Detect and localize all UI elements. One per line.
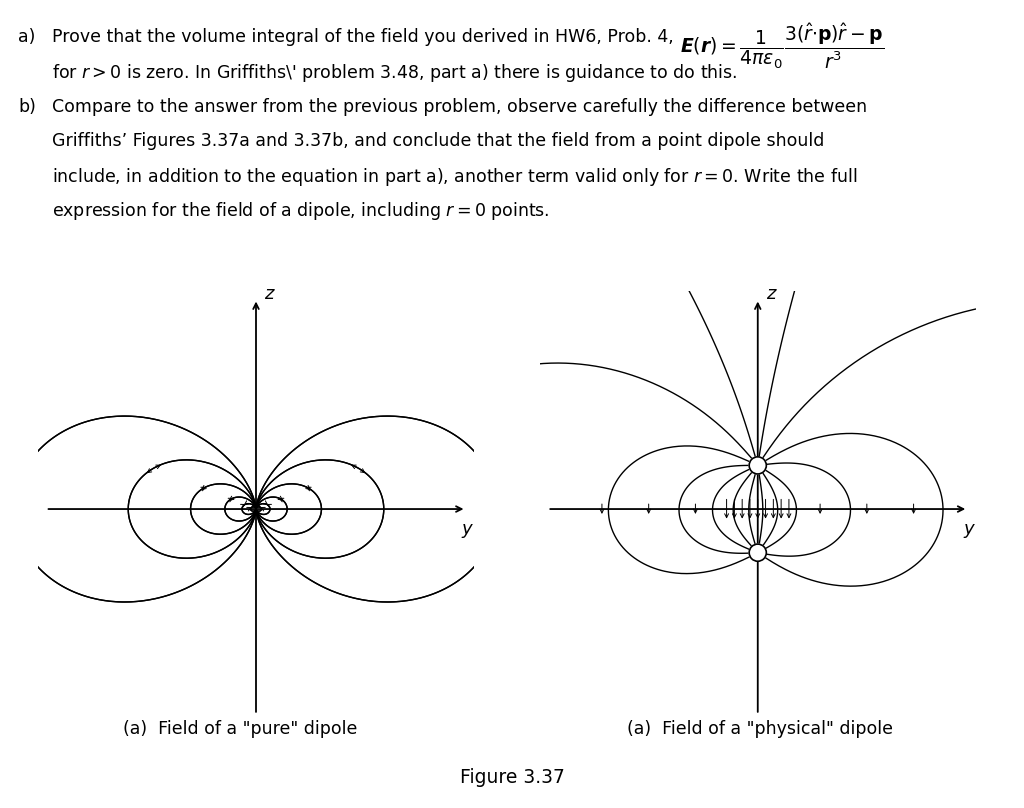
Text: (a)  Field of a "physical" dipole: (a) Field of a "physical" dipole bbox=[627, 720, 893, 738]
Circle shape bbox=[750, 544, 766, 562]
Text: z: z bbox=[766, 285, 775, 303]
Text: expression for the field of a dipole, including $r = 0$ points.: expression for the field of a dipole, in… bbox=[52, 200, 550, 222]
Text: b): b) bbox=[18, 98, 36, 116]
Text: Figure 3.37: Figure 3.37 bbox=[460, 768, 564, 787]
Text: z: z bbox=[264, 285, 273, 303]
Text: for $r > 0$ is zero. In Griffiths\' problem 3.48, part a) there is guidance to d: for $r > 0$ is zero. In Griffiths\' prob… bbox=[52, 62, 737, 84]
Text: a): a) bbox=[18, 28, 36, 46]
Text: Griffiths’ Figures 3.37a and 3.37b, and conclude that the field from a point dip: Griffiths’ Figures 3.37a and 3.37b, and … bbox=[52, 132, 824, 150]
Text: y: y bbox=[462, 520, 472, 538]
Text: (a)  Field of a "pure" dipole: (a) Field of a "pure" dipole bbox=[123, 720, 357, 738]
Text: include, in addition to the equation in part a), another term valid only for $r : include, in addition to the equation in … bbox=[52, 166, 857, 188]
Text: Prove that the volume integral of the field you derived in HW6, Prob. 4,: Prove that the volume integral of the fi… bbox=[52, 28, 679, 46]
Text: $\boldsymbol{E}(\boldsymbol{r}) = \dfrac{1}{4\pi\epsilon_0}\dfrac{3(\hat{r}{\cdo: $\boldsymbol{E}(\boldsymbol{r}) = \dfrac… bbox=[680, 22, 884, 71]
Text: y: y bbox=[964, 520, 974, 538]
Circle shape bbox=[750, 457, 766, 474]
Text: Compare to the answer from the previous problem, observe carefully the differenc: Compare to the answer from the previous … bbox=[52, 98, 867, 116]
